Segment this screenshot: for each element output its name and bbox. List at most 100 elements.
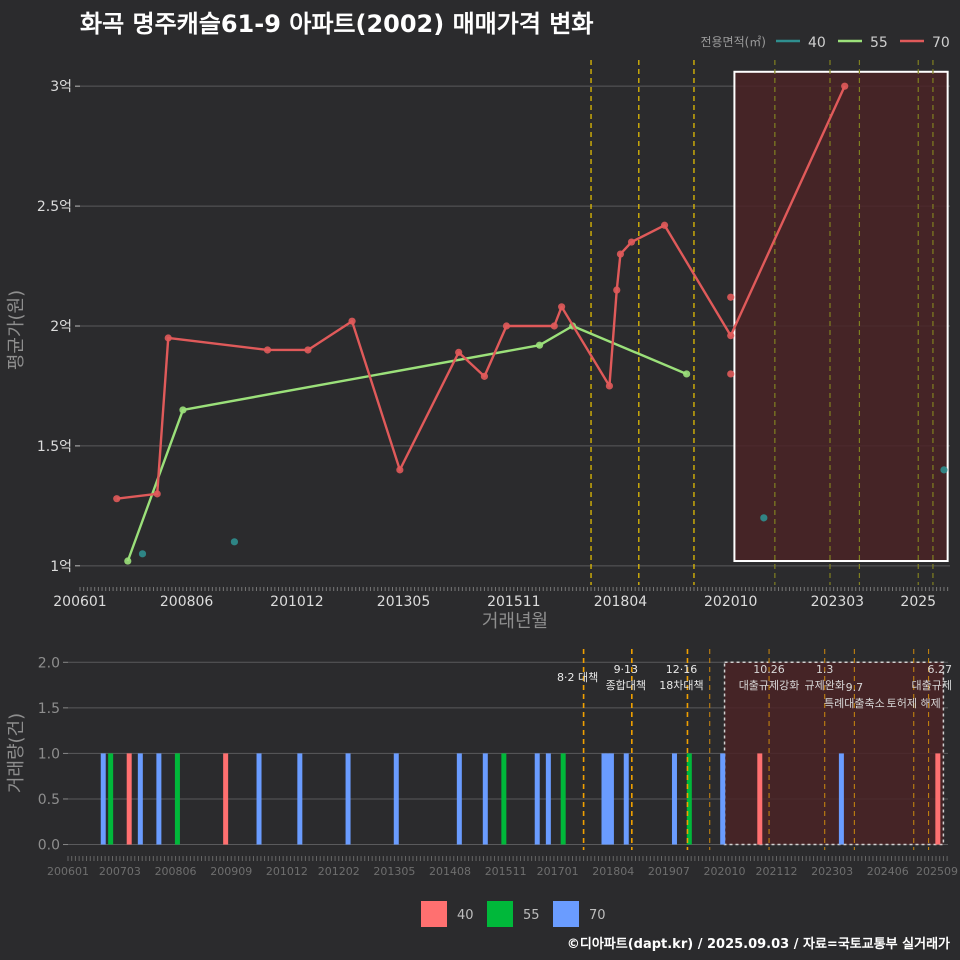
price-point-70 bbox=[263, 346, 272, 354]
volume-bar-70 bbox=[545, 753, 551, 845]
price-point-70 bbox=[613, 286, 621, 294]
volume-x-tick-label: 201305 bbox=[373, 865, 415, 878]
price-point-70 bbox=[727, 293, 735, 301]
volume-legend-label-70: 70 bbox=[589, 908, 606, 923]
price-x-tick-label: 2025 bbox=[900, 594, 936, 610]
volume-bars bbox=[100, 753, 941, 845]
price-x-tick-label: 200601 bbox=[53, 594, 106, 610]
price-point-70 bbox=[660, 221, 669, 229]
price-point-70 bbox=[502, 322, 511, 330]
volume-policy-label: 종합대책 bbox=[606, 679, 646, 692]
volume-legend: 40 55 70 bbox=[421, 901, 606, 927]
price-point-70 bbox=[627, 238, 636, 246]
price-x-axis-label: 거래년월 bbox=[482, 611, 548, 632]
price-point-70 bbox=[616, 250, 625, 258]
price-point-70 bbox=[727, 370, 735, 378]
volume-policy-label: 대출규제강화 bbox=[739, 679, 800, 692]
price-x-tick-label: 202303 bbox=[811, 594, 864, 610]
volume-y-tick-label: 1.0 bbox=[38, 746, 60, 762]
volume-x-tick-label: 200806 bbox=[155, 865, 197, 878]
volume-policy-label: 토허제 해제 bbox=[887, 696, 941, 710]
volume-bar-70 bbox=[297, 753, 303, 845]
price-point-40 bbox=[138, 550, 147, 558]
price-y-tick-label: 2억 bbox=[50, 319, 72, 335]
volume-bar-70 bbox=[456, 753, 462, 845]
price-y-tick-label: 3억 bbox=[50, 79, 72, 95]
price-point-70 bbox=[550, 322, 558, 330]
volume-policy-label: 9·13 bbox=[614, 663, 639, 676]
volume-policy-label: 규제완화 bbox=[804, 679, 844, 692]
volume-y-axis-label: 거래량(건) bbox=[6, 713, 27, 793]
volume-bar-70 bbox=[393, 753, 399, 845]
price-x-tick-label: 202010 bbox=[704, 594, 757, 610]
price-point-70 bbox=[480, 372, 489, 380]
price-highlight-rect bbox=[733, 70, 949, 563]
price-x-tick-label: 201511 bbox=[487, 594, 540, 610]
volume-x-tick-label: 202509 bbox=[916, 865, 958, 878]
price-axes: 1억 1.5억 2억 2.5억 3억 200601 200806 201012 201305 20… bbox=[37, 79, 949, 610]
volume-policy-label: 8·2 대책 bbox=[557, 671, 598, 684]
volume-bar-70 bbox=[605, 753, 611, 845]
volume-x-tick-label: 201511 bbox=[485, 865, 527, 878]
volume-bar-70 bbox=[608, 753, 614, 845]
price-point-40 bbox=[760, 514, 768, 522]
volume-bar-55 bbox=[686, 753, 692, 845]
price-point-55 bbox=[683, 370, 691, 378]
volume-bar-70 bbox=[720, 753, 726, 845]
price-point-70 bbox=[348, 317, 356, 325]
volume-bar-40 bbox=[935, 753, 941, 845]
volume-bar-70 bbox=[623, 753, 629, 845]
price-point-70 bbox=[153, 490, 161, 498]
volume-bar-70 bbox=[345, 753, 351, 845]
volume-bar-70 bbox=[256, 753, 262, 845]
price-chart: 1억 1.5억 2억 2.5억 3억 200601 200806 201012 201305 20… bbox=[6, 35, 950, 632]
volume-x-tick-label: 201012 bbox=[266, 865, 308, 878]
price-series bbox=[113, 82, 948, 565]
volume-policy-label: 18차대책 bbox=[659, 679, 703, 692]
volume-x-tick-label: 201907 bbox=[648, 865, 690, 878]
volume-legend-swatch-55 bbox=[487, 901, 513, 927]
price-y-tick-label: 1억 bbox=[50, 559, 72, 575]
volume-x-tick-label: 201701 bbox=[537, 865, 579, 878]
price-point-70 bbox=[558, 303, 566, 311]
volume-bar-55 bbox=[108, 753, 114, 845]
volume-x-tick-label: 200703 bbox=[99, 865, 141, 878]
volume-x-tick-label: 202303 bbox=[811, 865, 853, 878]
volume-x-tick-label: 201804 bbox=[592, 865, 634, 878]
price-point-70 bbox=[396, 466, 404, 474]
price-y-tick-label: 2.5억 bbox=[37, 199, 72, 215]
volume-bar-70 bbox=[482, 753, 488, 845]
price-point-40 bbox=[940, 466, 948, 474]
price-y-tick-label: 1.5억 bbox=[37, 439, 72, 455]
price-legend-label-55: 55 bbox=[870, 35, 888, 51]
volume-legend-label-40: 40 bbox=[457, 908, 474, 923]
source-credit: ©디아파트(dapt.kr) / 2025.09.03 / 자료=국토교통부 실… bbox=[566, 937, 950, 952]
price-legend-label-40: 40 bbox=[808, 35, 826, 51]
volume-bar-70 bbox=[601, 753, 607, 845]
volume-bar-70 bbox=[100, 753, 106, 845]
price-point-70 bbox=[455, 348, 463, 356]
price-point-70 bbox=[841, 82, 849, 90]
price-point-70 bbox=[727, 331, 735, 340]
volume-bar-55 bbox=[560, 753, 566, 845]
chart-title: 화곡 명주캐슬61-9 아파트(2002) 매매가격 변화 bbox=[80, 10, 594, 38]
price-policy-lines bbox=[590, 60, 934, 585]
volume-policy-lines: 8·2 대책 9·13 종합대책 12·16 18차대책 10.26 대출규제강화 1.3 규제… bbox=[557, 649, 952, 850]
volume-bar-70 bbox=[838, 753, 844, 845]
volume-bar-70 bbox=[671, 753, 677, 845]
price-legend: 전용면적(㎡) 40 55 70 bbox=[700, 35, 949, 51]
volume-x-tick-label: 202112 bbox=[755, 865, 797, 878]
price-legend-label-70: 70 bbox=[932, 35, 950, 51]
volume-legend-swatch-70 bbox=[553, 901, 579, 927]
volume-bar-70 bbox=[534, 753, 540, 845]
volume-bar-55 bbox=[501, 753, 507, 845]
volume-chart: 8·2 대책 9·13 종합대책 12·16 18차대책 10.26 대출규제강화 1.3 규제… bbox=[6, 649, 958, 878]
price-x-tick-label: 200806 bbox=[160, 594, 214, 610]
volume-policy-label: 대출규제 bbox=[912, 679, 952, 692]
volume-x-tick-label: 202406 bbox=[867, 865, 909, 878]
volume-x-tick-label: 202010 bbox=[704, 865, 746, 878]
price-series-line-55 bbox=[126, 324, 688, 562]
volume-policy-label: 1.3 bbox=[816, 663, 834, 676]
volume-policy-label: 12·16 bbox=[666, 663, 698, 676]
volume-policy-label: 6.27 bbox=[928, 663, 953, 676]
